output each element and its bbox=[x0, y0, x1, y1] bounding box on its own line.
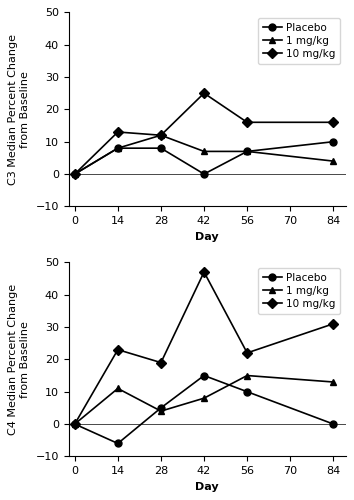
Placebo bbox=[331, 138, 336, 144]
Line: 1 mg/kg: 1 mg/kg bbox=[71, 372, 337, 428]
1 mg/kg bbox=[116, 386, 120, 392]
Placebo bbox=[116, 440, 120, 446]
Placebo bbox=[331, 421, 336, 427]
1 mg/kg bbox=[331, 379, 336, 385]
10 mg/kg bbox=[202, 269, 206, 275]
Placebo bbox=[245, 388, 249, 394]
X-axis label: Day: Day bbox=[195, 482, 219, 492]
10 mg/kg bbox=[159, 132, 163, 138]
10 mg/kg bbox=[202, 90, 206, 96]
10 mg/kg bbox=[245, 350, 249, 356]
1 mg/kg bbox=[73, 171, 77, 177]
1 mg/kg bbox=[331, 158, 336, 164]
Line: Placebo: Placebo bbox=[71, 138, 337, 177]
10 mg/kg bbox=[331, 321, 336, 327]
Placebo bbox=[159, 405, 163, 411]
1 mg/kg bbox=[116, 145, 120, 151]
Line: 10 mg/kg: 10 mg/kg bbox=[71, 90, 337, 178]
10 mg/kg bbox=[116, 346, 120, 352]
Placebo bbox=[116, 145, 120, 151]
Placebo bbox=[202, 171, 206, 177]
Placebo bbox=[202, 372, 206, 378]
Placebo bbox=[245, 148, 249, 154]
Y-axis label: C4 Median Percent Change
from Baseline: C4 Median Percent Change from Baseline bbox=[8, 284, 30, 435]
X-axis label: Day: Day bbox=[195, 232, 219, 241]
Placebo bbox=[159, 145, 163, 151]
1 mg/kg bbox=[159, 132, 163, 138]
Line: 1 mg/kg: 1 mg/kg bbox=[71, 132, 337, 178]
10 mg/kg bbox=[73, 171, 77, 177]
Y-axis label: C3 Median Percent Change
from Baseline: C3 Median Percent Change from Baseline bbox=[8, 34, 30, 185]
Line: 10 mg/kg: 10 mg/kg bbox=[71, 268, 337, 428]
Line: Placebo: Placebo bbox=[71, 372, 337, 447]
10 mg/kg bbox=[331, 120, 336, 126]
1 mg/kg bbox=[202, 148, 206, 154]
1 mg/kg bbox=[245, 148, 249, 154]
10 mg/kg bbox=[159, 360, 163, 366]
1 mg/kg bbox=[202, 395, 206, 401]
Legend: Placebo, 1 mg/kg, 10 mg/kg: Placebo, 1 mg/kg, 10 mg/kg bbox=[258, 18, 341, 64]
Placebo bbox=[73, 171, 77, 177]
10 mg/kg bbox=[73, 421, 77, 427]
1 mg/kg bbox=[73, 421, 77, 427]
Legend: Placebo, 1 mg/kg, 10 mg/kg: Placebo, 1 mg/kg, 10 mg/kg bbox=[258, 268, 341, 314]
1 mg/kg bbox=[245, 372, 249, 378]
10 mg/kg bbox=[116, 129, 120, 135]
10 mg/kg bbox=[245, 120, 249, 126]
Placebo bbox=[73, 421, 77, 427]
1 mg/kg bbox=[159, 408, 163, 414]
